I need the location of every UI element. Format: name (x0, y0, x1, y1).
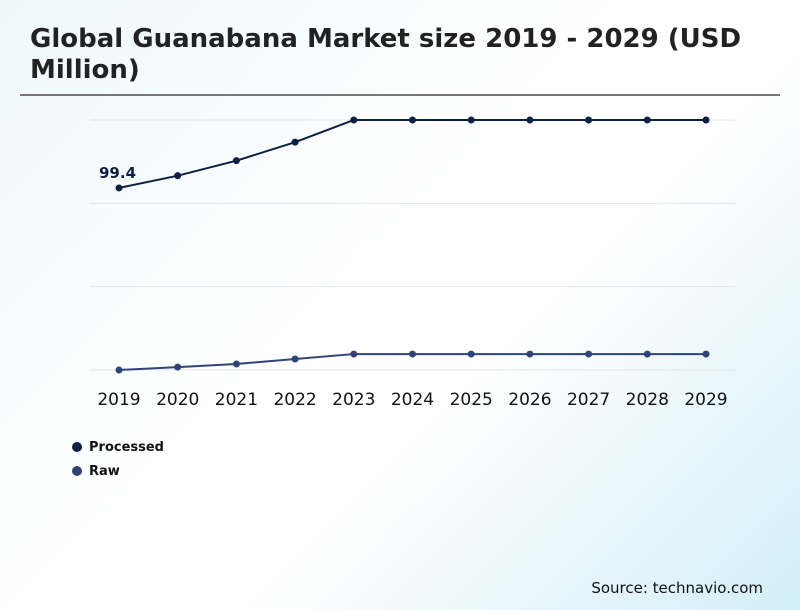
data-label: 99.4 (99, 164, 136, 182)
data-point (291, 138, 299, 146)
legend-marker (72, 442, 82, 452)
legend-item-processed: Processed (72, 435, 164, 459)
data-point (702, 350, 710, 358)
x-tick-label: 2020 (156, 390, 199, 410)
legend-label: Raw (89, 463, 120, 479)
data-point (115, 184, 123, 192)
data-point (350, 116, 358, 124)
data-point (467, 350, 475, 358)
source-text: Source: technavio.com (591, 579, 763, 597)
legend-marker (72, 466, 82, 476)
legend-label: Processed (89, 439, 164, 455)
chart-title: Global Guanabana Market size 2019 - 2029… (30, 24, 742, 85)
title-divider (20, 94, 780, 96)
data-point (585, 116, 593, 124)
data-point (232, 360, 240, 368)
data-point (115, 366, 123, 374)
x-tick-label: 2027 (567, 390, 610, 410)
data-point (350, 350, 358, 358)
x-tick-label: 2029 (684, 390, 727, 410)
data-point (643, 116, 651, 124)
data-point (585, 350, 593, 358)
x-tick-label: 2023 (332, 390, 375, 410)
x-tick-label: 2024 (391, 390, 434, 410)
data-point (174, 363, 182, 371)
x-tick-label: 2025 (450, 390, 493, 410)
legend-item-raw: Raw (72, 459, 164, 483)
data-point (526, 116, 534, 124)
data-point (232, 157, 240, 165)
data-point (174, 172, 182, 180)
x-tick-label: 2021 (215, 390, 258, 410)
data-point (643, 350, 651, 358)
data-point (526, 350, 534, 358)
data-point (467, 116, 475, 124)
x-tick-label: 2022 (273, 390, 316, 410)
legend: Processed Raw (72, 435, 164, 483)
x-tick-label: 2019 (97, 390, 140, 410)
x-tick-label: 2026 (508, 390, 551, 410)
data-point (702, 116, 710, 124)
x-tick-label: 2028 (626, 390, 669, 410)
data-point (291, 355, 299, 363)
series-line-processed (118, 119, 706, 189)
data-point (409, 350, 416, 358)
data-point (409, 116, 416, 124)
